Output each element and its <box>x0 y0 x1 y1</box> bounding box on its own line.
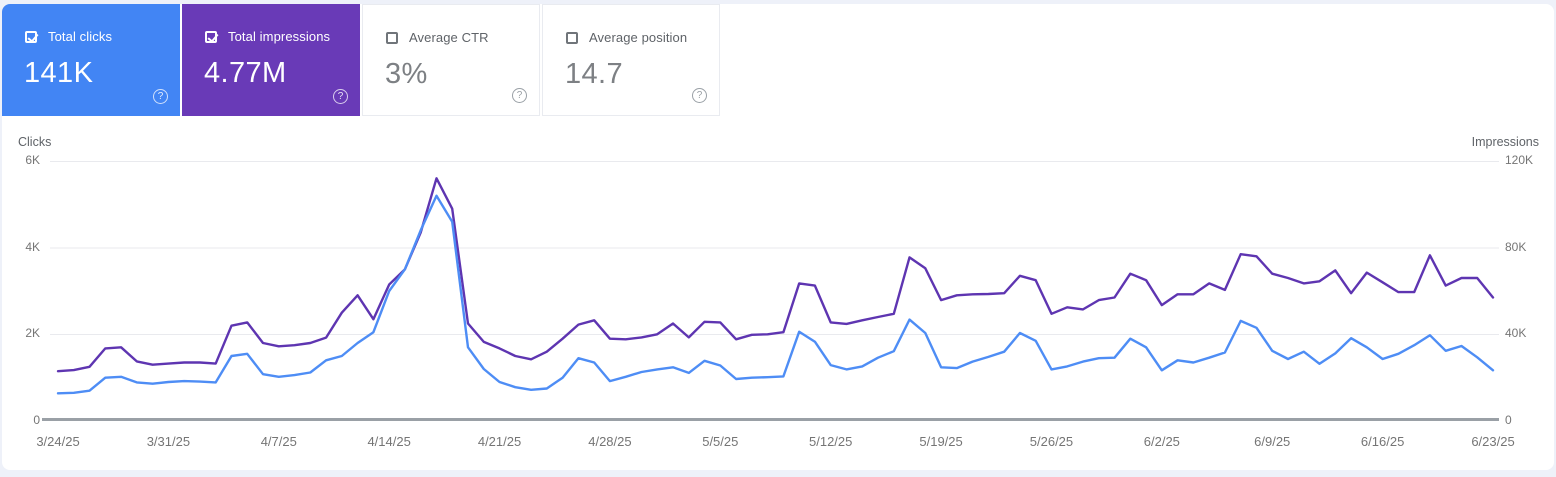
metric-value-average-ctr: 3% <box>385 58 428 90</box>
tile-head-total-impressions: Total impressions <box>182 4 360 44</box>
plot-area[interactable] <box>42 161 1499 421</box>
tile-head-average-ctr: Average CTR <box>363 5 539 45</box>
metric-value-total-impressions: 4.77M <box>204 57 287 89</box>
metric-label-average-ctr: Average CTR <box>409 30 489 45</box>
clicks-axis-tick-6k: 6K <box>25 153 40 167</box>
x-axis-tick-6-9-25: 6/9/25 <box>1254 434 1291 449</box>
clicks-axis-tick-0: 0 <box>33 413 40 427</box>
impressions-axis-tick-0: 0 <box>1505 413 1512 427</box>
impressions-axis-tick-40k: 40K <box>1505 326 1527 340</box>
checkbox-checked-icon-total-clicks[interactable] <box>25 30 37 43</box>
help-icon-total-clicks[interactable]: ? <box>153 89 168 104</box>
x-axis-tick-5-19-25: 5/19/25 <box>919 434 963 449</box>
x-axis-tick-5-12-25: 5/12/25 <box>809 434 853 449</box>
metric-value-total-clicks: 141K <box>24 57 94 89</box>
metric-tile-average-position[interactable]: Average position 14.7? <box>542 4 720 116</box>
performance-card: Total clicks 141K? Total impressions 4.77M?… <box>2 4 1554 470</box>
tile-head-total-clicks: Total clicks <box>2 4 180 44</box>
metric-tile-total-clicks[interactable]: Total clicks 141K? <box>2 4 180 116</box>
plot-svg <box>42 161 1499 421</box>
clicks-line <box>56 194 1495 395</box>
x-axis-tick-6-23-25: 6/23/25 <box>1471 434 1515 449</box>
impressions-axis-tick-120k: 120K <box>1505 153 1534 167</box>
metric-label-total-impressions: Total impressions <box>228 29 331 44</box>
x-axis-tick-4-28-25: 4/28/25 <box>588 434 632 449</box>
checkbox-checked-icon-total-impressions[interactable] <box>205 30 217 43</box>
x-axis-tick-4-21-25: 4/21/25 <box>477 434 522 449</box>
impressions-line <box>56 177 1495 373</box>
help-icon-average-ctr[interactable]: ? <box>512 88 527 103</box>
left-axis-ticks: 6K 4K 2K 0 <box>2 116 40 470</box>
clicks-axis-tick-4k: 4K <box>25 239 40 254</box>
right-axis-title: Impressions <box>1471 135 1539 149</box>
help-icon-average-position[interactable]: ? <box>692 88 707 103</box>
clicks-axis-tick-2k: 2K <box>25 326 40 340</box>
x-axis-tick-4-7-25: 4/7/25 <box>260 434 297 449</box>
checkbox-unchecked-icon-average-position[interactable] <box>566 31 578 44</box>
x-axis-tick-5-5-25: 5/5/25 <box>702 434 739 449</box>
impressions-axis-tick-80k: 80K <box>1505 239 1527 254</box>
x-axis-tick-3-24-25: 3/24/25 <box>36 434 80 449</box>
metric-tile-total-impressions[interactable]: Total impressions 4.77M? <box>182 4 360 116</box>
x-axis-tick-4-14-25: 4/14/25 <box>367 434 411 449</box>
metric-tiles: Total clicks 141K? Total impressions 4.77M?… <box>2 4 1554 116</box>
help-icon-total-impressions[interactable]: ? <box>333 89 348 104</box>
x-axis-tick-3-31-25: 3/31/25 <box>146 434 191 449</box>
tile-head-average-position: Average position <box>543 5 719 45</box>
x-axis-tick-6-2-25: 6/2/25 <box>1143 434 1180 449</box>
performance-chart: Clicks Impressions 6K 4K 2K 0 120K 80K 40K 0 3… <box>2 116 1554 470</box>
metric-label-average-position: Average position <box>589 30 688 45</box>
metric-value-average-position: 14.7 <box>565 58 624 90</box>
metric-label-total-clicks: Total clicks <box>48 29 113 44</box>
checkbox-unchecked-icon-average-ctr[interactable] <box>386 31 398 44</box>
x-axis-tick-6-16-25: 6/16/25 <box>1360 434 1405 449</box>
x-axis-tick-5-26-25: 5/26/25 <box>1029 434 1074 449</box>
left-axis-title: Clicks <box>18 135 52 149</box>
metric-tile-average-ctr[interactable]: Average CTR 3%? <box>362 4 540 116</box>
